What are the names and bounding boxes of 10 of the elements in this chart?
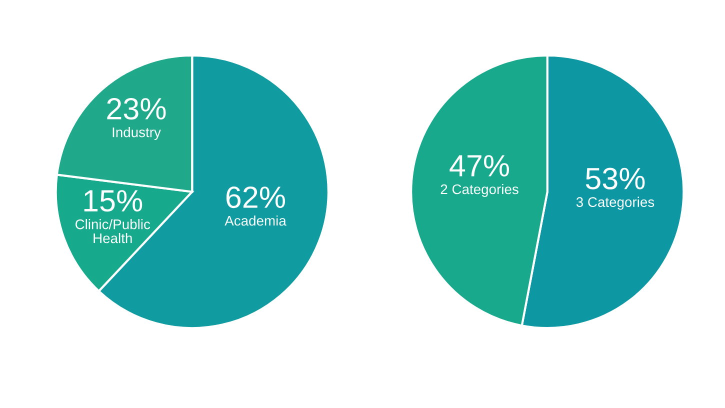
slice-label: Clinic/Public Health [76, 219, 150, 244]
slice-label: Industry [112, 127, 161, 140]
data-label: 62% [226, 186, 285, 208]
slice-label: 2 Categories [440, 184, 518, 197]
slice-label: Academia [224, 215, 286, 226]
slice-label: 3 Categories [576, 196, 654, 210]
data-label: 23% [107, 98, 166, 120]
data-label: 47% [450, 155, 510, 176]
data-label: 15% [84, 190, 142, 212]
data-label: 53% [586, 168, 645, 190]
